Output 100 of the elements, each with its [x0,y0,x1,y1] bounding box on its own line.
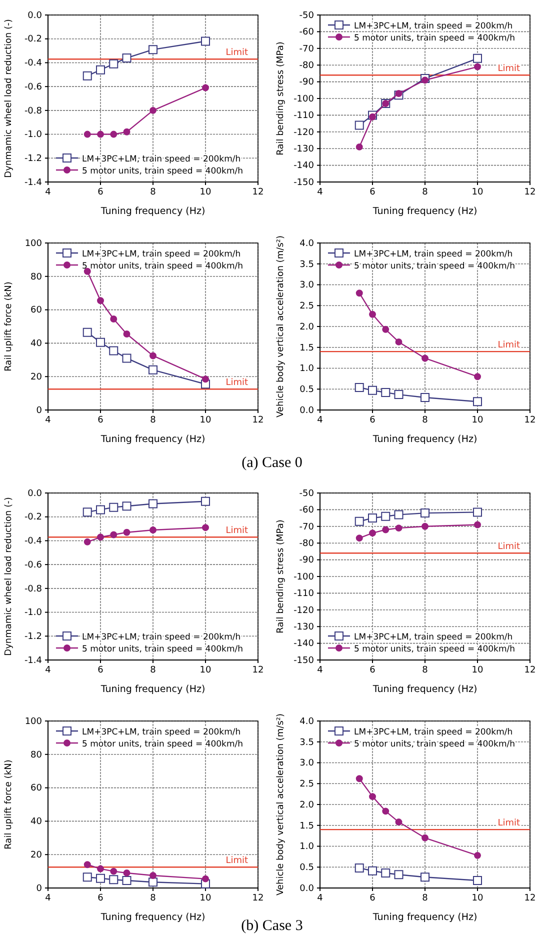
y-tick-label: -120 [294,128,314,138]
y-tick-label: -90 [299,78,314,88]
ref-line-label: Limit [226,48,248,58]
y-tick-label: 0.0 [300,884,314,894]
y-tick-label: 2.0 [300,800,314,810]
y-tick-label: -130 [294,144,314,154]
y-tick-label: -130 [294,622,314,632]
y-tick-label: 100 [24,716,42,727]
point [422,522,428,530]
y-tick-label: 0.5 [300,385,314,396]
x-tick-label: 6 [98,665,104,676]
point [122,876,132,885]
legend-label: 5 motor units, train speed = 400km/h [82,166,243,176]
point [109,502,118,512]
point [201,36,210,46]
point [122,502,132,511]
y-tick-label: 0 [36,884,42,894]
y-tick-label: -50 [299,10,314,21]
x-tick-label: 8 [150,187,156,198]
point [356,290,363,297]
y-tick-label: -50 [299,488,314,499]
point [148,45,158,54]
point [96,338,105,347]
y-tick-label: -140 [294,161,314,172]
legend-label: 5 motor units, train speed = 400km/h [82,740,243,750]
legend-label: 5 motor units, train speed = 400km/h [82,262,243,272]
point [422,834,428,842]
point [122,354,132,363]
point [382,808,390,815]
point [420,508,430,518]
y-tick-label: -150 [294,656,314,666]
point [356,534,363,542]
point [474,373,481,380]
point [354,863,364,872]
x-tick-label: 8 [422,187,428,198]
x-tick-label: 12 [524,187,536,198]
y-tick-label: 0.5 [300,863,314,874]
x-tick-label: 4 [45,415,52,426]
x-tick-label: 4 [317,665,324,676]
x-tick-label: 4 [317,415,324,426]
point [110,130,118,138]
y-tick-label: 20 [30,850,42,860]
x-tick-label: 6 [98,415,104,426]
y-tick-label: 1.0 [300,364,314,374]
point [150,106,156,114]
point [474,63,481,70]
x-tick-label: 6 [370,893,376,904]
legend-label: LM+3PC+LM, train speed = 200km/h [354,632,513,642]
legend-label: LM+3PC+LM, train speed = 200km/h [354,728,513,738]
point [123,330,130,338]
x-tick-label: 6 [98,187,104,198]
point [356,775,363,782]
point [82,872,92,882]
y-axis-title: Rail bending stress (MPa) [276,42,286,156]
y-tick-label: -80 [299,60,314,71]
y-tick-label: -70 [299,44,314,54]
point [97,865,104,872]
point [84,130,91,138]
x-tick-label: 6 [370,187,376,198]
y-tick-label: 20 [30,372,42,382]
point [201,496,210,506]
y-tick-label: -70 [299,522,314,532]
point [97,534,104,541]
point [122,53,132,62]
y-tick-label: 2.5 [300,780,314,790]
point [394,870,404,880]
y-tick-label: -0.4 [24,536,42,547]
y-tick-label: 0.0 [28,488,42,499]
point [148,365,158,374]
x-tick-label: 12 [524,893,536,904]
y-tick-label: -60 [299,506,314,516]
x-tick-label: 8 [150,415,156,426]
y-tick-label: -0.2 [24,512,42,523]
legend-label: LM+3PC+LM, train speed = 200km/h [82,154,241,164]
x-tick-label: 10 [472,187,484,198]
x-tick-label: 8 [422,893,428,904]
y-tick-label: -1.4 [24,656,42,666]
y-tick-label: -0.2 [24,34,42,45]
point [354,382,364,392]
x-axis-title: Tuning frequency (Hz) [100,684,206,695]
point [202,84,209,92]
point [422,354,428,362]
point [368,866,377,876]
x-tick-label: 12 [252,187,264,198]
point [82,328,92,337]
point [394,390,404,400]
point [97,130,104,138]
y-tick-label: 4.0 [300,716,314,727]
x-tick-label: 6 [98,893,104,904]
y-tick-label: -1.0 [24,608,42,618]
legend-label: 5 motor units, train speed = 400km/h [82,644,243,654]
legend-label: 5 motor units, train speed = 400km/h [354,644,515,654]
point [368,514,377,523]
point [110,868,118,875]
y-tick-label: 40 [30,817,42,828]
point [84,538,91,546]
y-axis-title: Rail bending stress (MPa) [276,520,286,634]
y-axis-title: Rail uplift force (kN) [4,760,14,850]
point [354,516,364,526]
point [395,818,402,826]
